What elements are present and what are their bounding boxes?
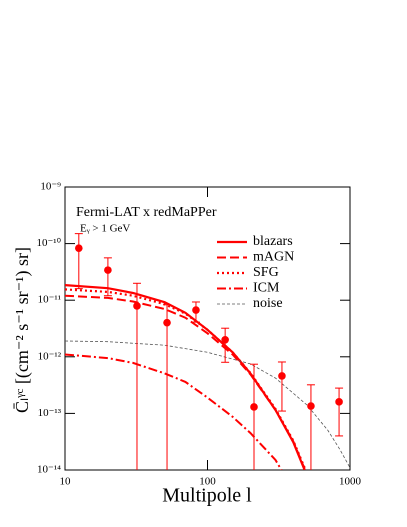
x-tick-label: 1000 [339, 476, 362, 488]
legend-label: mAGN [253, 250, 294, 265]
y-axis-label: C̄ₗᵞᶜ [(cm⁻² s⁻¹ sr⁻¹) sr] [12, 247, 33, 413]
series-line [65, 294, 306, 470]
y-tick-label: 10⁻¹² [38, 350, 62, 362]
legend-label: SFG [253, 265, 279, 280]
x-tick-label: 100 [199, 476, 216, 488]
series-line [65, 284, 306, 470]
y-tick-label: 10⁻⁹ [40, 181, 61, 193]
series-line [65, 353, 283, 470]
data-point [250, 403, 258, 411]
y-tick-label: 10⁻¹¹ [38, 294, 61, 306]
data-point [104, 266, 112, 274]
x-tick-label: 10 [60, 476, 72, 488]
data-point [75, 244, 83, 252]
data-point [221, 335, 229, 344]
legend-label: blazars [253, 234, 293, 249]
data-point [163, 318, 171, 327]
legend-label: noise [253, 296, 283, 311]
series-line [65, 340, 350, 468]
legend-label: ICM [253, 281, 280, 296]
x-axis-label: Multipole l [162, 485, 252, 507]
annotation: Fermi-LAT x redMaPPer [76, 205, 217, 220]
annotation: Eᵧ > 1 GeV [80, 223, 130, 235]
data-point [278, 372, 286, 380]
plot-area [65, 233, 350, 470]
y-tick-label: 10⁻¹⁰ [36, 237, 61, 249]
data-point [192, 306, 200, 314]
y-tick-label: 10⁻¹³ [38, 407, 62, 419]
y-tick-label: 10⁻¹⁴ [37, 464, 61, 476]
data-point [335, 398, 343, 406]
data-point [307, 402, 315, 410]
data-point [133, 302, 141, 310]
series-line [65, 288, 306, 469]
